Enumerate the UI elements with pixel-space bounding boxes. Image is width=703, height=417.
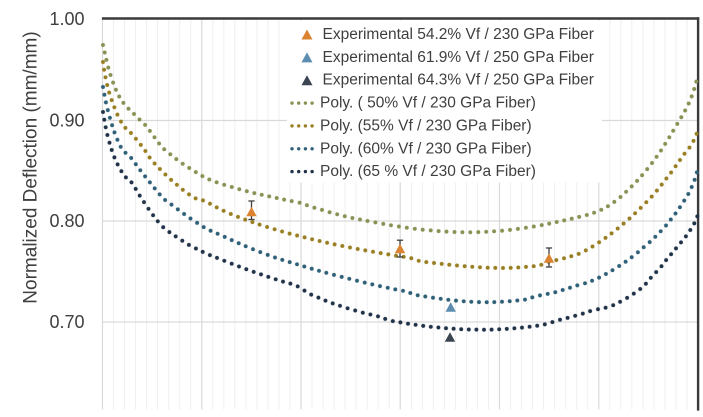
svg-text:Normalized Deflection (mm/mm): Normalized Deflection (mm/mm) [21,31,42,303]
svg-text:0.90: 0.90 [49,111,84,131]
svg-text:0.70: 0.70 [49,312,84,332]
svg-text:Poly. (55% Vf / 230 GPa Fiber): Poly. (55% Vf / 230 GPa Fiber) [320,117,532,134]
svg-text:0.80: 0.80 [49,211,84,231]
svg-text:Experimental 64.3% Vf / 250 GP: Experimental 64.3% Vf / 250 GPa Fiber [323,72,594,89]
svg-text:Poly. ( 50% Vf / 230 GPa Fiber: Poly. ( 50% Vf / 230 GPa Fiber) [320,95,536,112]
svg-text:Experimental 61.9% Vf / 250 GP: Experimental 61.9% Vf / 250 GPa Fiber [323,49,594,66]
svg-text:Experimental 54.2% Vf / 230 GP: Experimental 54.2% Vf / 230 GPa Fiber [323,26,594,43]
svg-text:1.00: 1.00 [49,9,84,29]
svg-text:Poly. (65 % Vf / 230 GPa Fiber: Poly. (65 % Vf / 230 GPa Fiber) [320,163,536,180]
svg-text:Poly. (60% Vf / 230 GPa Fiber): Poly. (60% Vf / 230 GPa Fiber) [320,140,532,157]
